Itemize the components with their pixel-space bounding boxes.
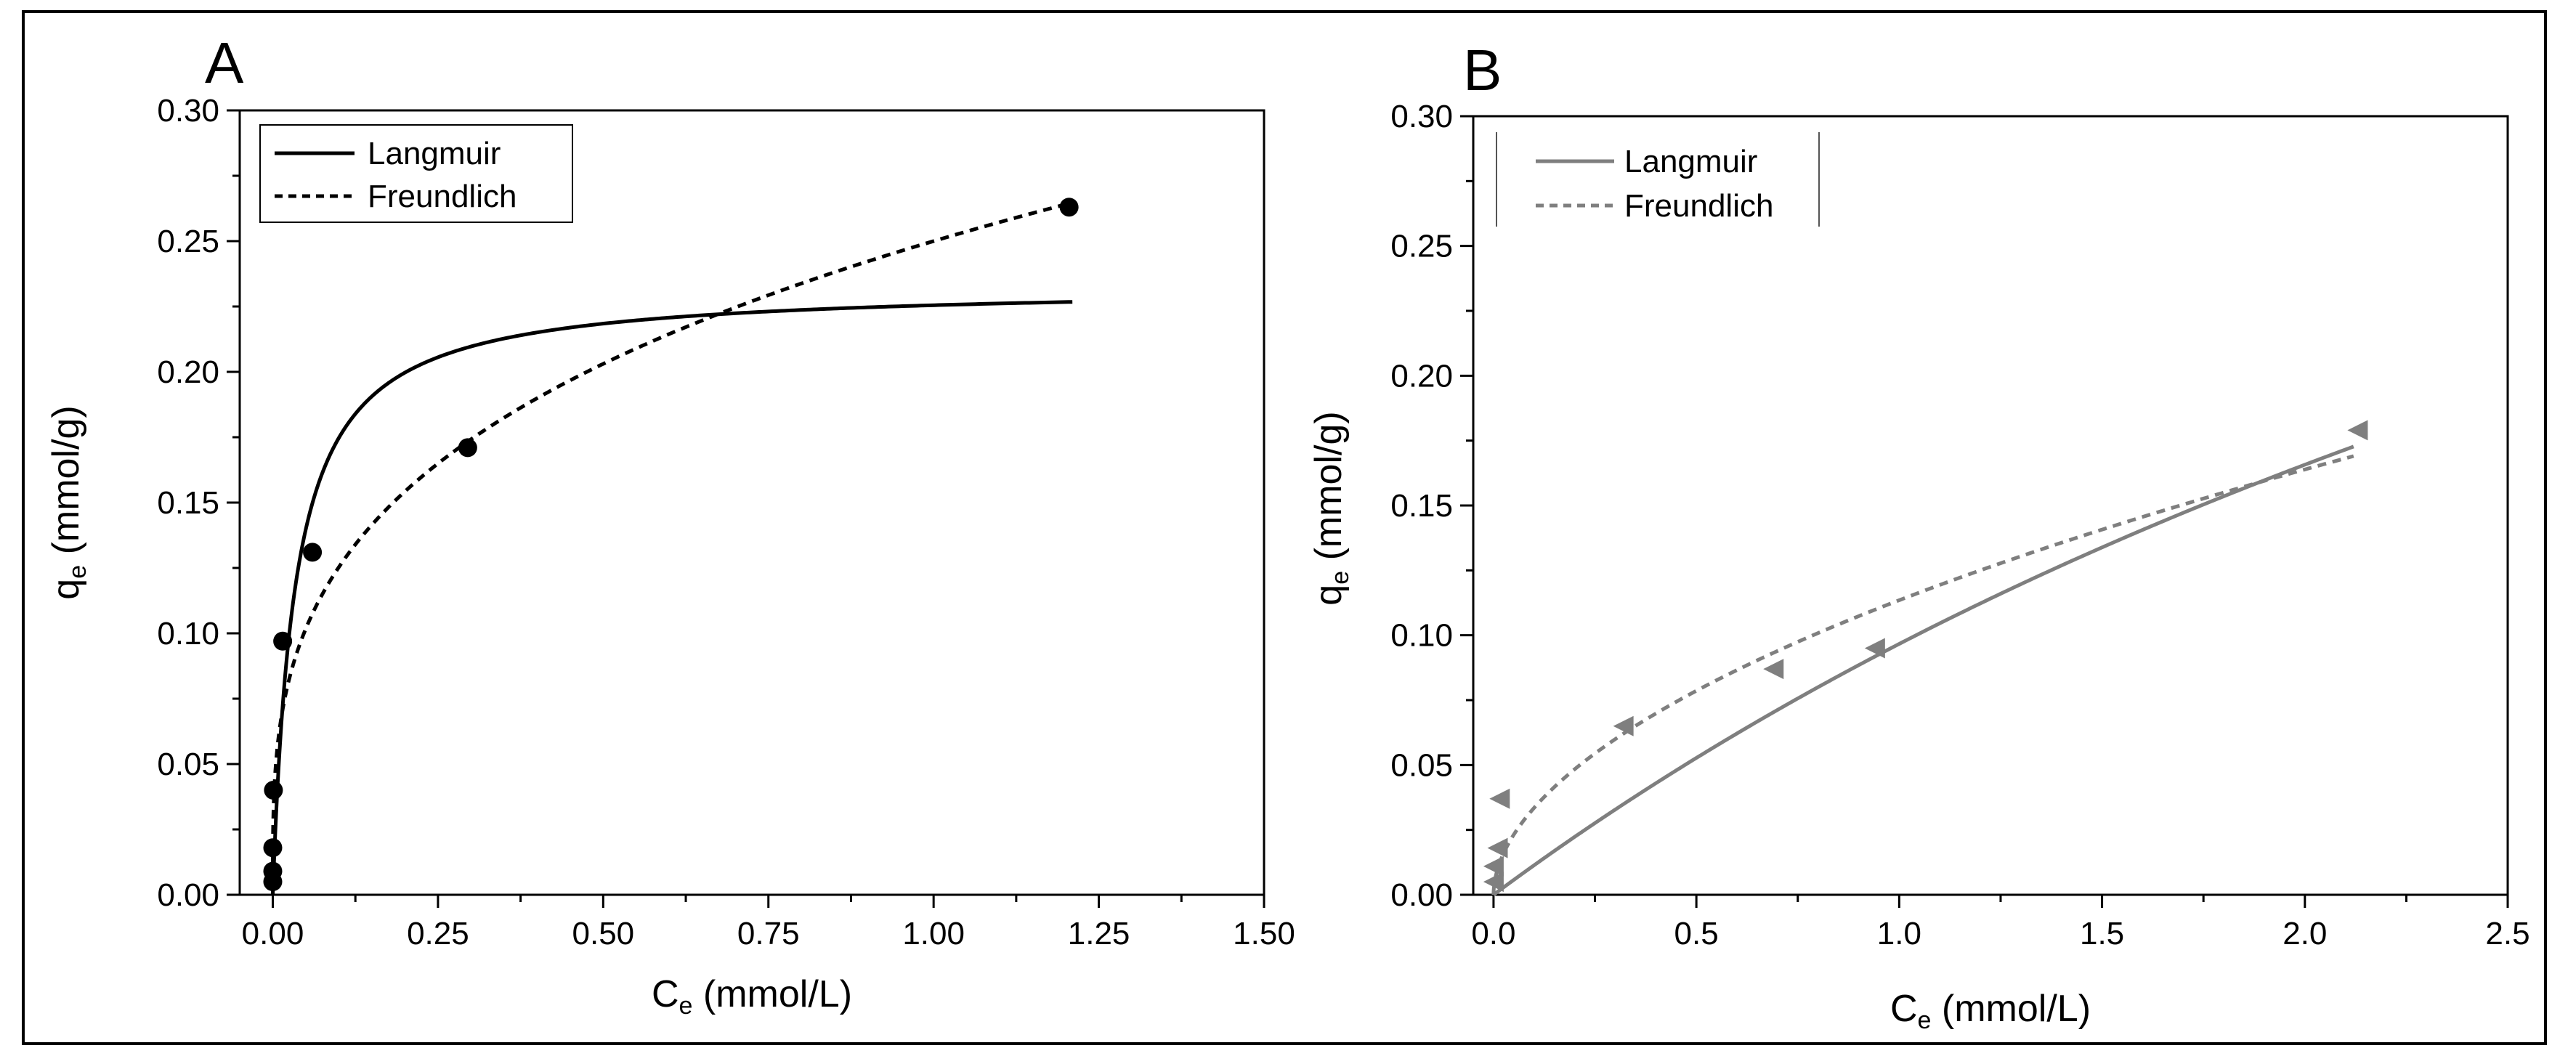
panel-a-legend-box <box>259 124 573 223</box>
panel-b-x-axis-title: Ce (mmol/L) <box>1890 988 2091 1034</box>
panel-a-legend-langmuir-label: Langmuir <box>368 136 501 171</box>
panel-b-label: B <box>1463 38 1502 102</box>
panel-a-fit-curves <box>270 200 1073 896</box>
panel-a-data-point <box>273 631 293 651</box>
panel-b-y-axis-title: qe (mmol/g) <box>1308 411 1354 605</box>
panel-a-y-axis-title: qe (mmol/g) <box>45 405 92 599</box>
panel-b-legend: Langmuir Freundlich <box>1496 132 1820 227</box>
panel-a-langmuir-curve <box>270 300 1073 896</box>
panel-b-data-point <box>1763 659 1784 680</box>
panel-a-data-points <box>263 198 1079 891</box>
panel-a-y-tick-label: 0.10 <box>157 616 219 651</box>
panel-b-axis-ticks: 0.0 0.5 1.0 1.5 2.0 2.5 0.00 0.05 0.10 0.15 0.20 0.… <box>1390 99 2530 951</box>
panel-a-y-tick-label: 0.25 <box>157 224 219 259</box>
panel-b-x-tick-label: 2.5 <box>2485 916 2530 951</box>
panel-a-data-point <box>263 861 283 881</box>
panel-a-data-point <box>263 838 283 858</box>
panel-a-y-tick-label: 0.00 <box>157 877 219 913</box>
panel-b-data-point <box>1864 638 1885 659</box>
panel-a-data-point <box>458 438 477 458</box>
panel-b-freundlich-curve <box>1491 454 2354 896</box>
panel-a-freundlich-curve <box>270 200 1073 896</box>
panel-b-data-point <box>1489 788 1510 809</box>
panel-b-x-tick-label: 1.5 <box>2080 916 2124 951</box>
panel-a-axis-ticks: 0.00 0.25 0.50 0.75 1.00 1.25 1.50 0.00 0.05 0.10… <box>157 93 1295 951</box>
panel-b-y-tick-label: 0.30 <box>1390 99 1453 134</box>
panel-b-plot-frame <box>1472 115 2509 896</box>
panel-a-y-tick-label: 0.30 <box>157 93 219 129</box>
panel-b-legend-langmuir-label: Langmuir <box>1624 144 1757 179</box>
panel-a-label: A <box>205 31 244 95</box>
panel-a-data-point <box>303 543 323 562</box>
panel-b-data-point <box>1483 872 1504 893</box>
panel-a-legend: Langmuir Freundlich <box>259 124 573 223</box>
panel-b-y-tick-label: 0.15 <box>1390 488 1453 524</box>
panel-a-y-tick-label: 0.15 <box>157 485 219 521</box>
panel-b-y-tick-label: 0.25 <box>1390 229 1453 264</box>
panel-a-legend-freundlich-label: Freundlich <box>368 179 517 214</box>
panel-a-data-point <box>264 781 283 800</box>
panel-a-y-tick-label: 0.20 <box>157 354 219 390</box>
panel-a-x-tick-label: 1.00 <box>902 916 965 951</box>
panel-a: A 0.00 0.25 0.50 0.75 1.00 1.25 1.500.000.050.… <box>45 31 1295 1020</box>
panel-a-x-tick-label: 0.50 <box>572 916 635 951</box>
panel-a-x-axis-title: Ce (mmol/L) <box>652 973 852 1020</box>
panel-a-data-point <box>1059 198 1079 217</box>
panel-a-x-tick-label: 1.25 <box>1068 916 1130 951</box>
panel-b-fit-curves <box>1491 444 2354 897</box>
panel-b-data-point <box>2347 420 2368 441</box>
panel-a-x-tick-label: 0.75 <box>737 916 800 951</box>
panel-b-y-tick-label: 0.20 <box>1390 358 1453 394</box>
panel-a-x-tick-label: 0.25 <box>407 916 469 951</box>
panel-b: B 0.0 0.5 1.0 1.5 2.0 2.5 0.00 0.05 0.10 0.15 0.20… <box>1308 38 2530 1034</box>
panel-b-data-point <box>1613 715 1634 736</box>
panel-a-x-tick-label: 0.00 <box>242 916 304 951</box>
panel-a-plot-frame <box>238 109 1265 896</box>
panel-b-y-tick-label: 0.05 <box>1390 747 1453 783</box>
panel-b-data-points <box>1483 420 2368 893</box>
panel-b-y-tick-label: 0.00 <box>1390 877 1453 913</box>
panel-b-x-tick-label: 0.5 <box>1674 916 1719 951</box>
panel-a-y-tick-label: 0.05 <box>157 747 219 782</box>
panel-b-x-tick-label: 1.0 <box>1877 916 1921 951</box>
panel-a-x-tick-label: 1.50 <box>1233 916 1295 951</box>
panel-b-legend-freundlich-label: Freundlich <box>1624 188 1773 224</box>
panel-b-langmuir-curve <box>1492 444 2354 897</box>
panel-b-x-tick-label: 2.0 <box>2283 916 2327 951</box>
panel-b-x-tick-label: 0.0 <box>1471 916 1515 951</box>
panel-b-y-tick-label: 0.10 <box>1390 618 1453 654</box>
panel-b-data-point <box>1483 856 1504 877</box>
panel-b-data-point <box>1487 837 1508 858</box>
